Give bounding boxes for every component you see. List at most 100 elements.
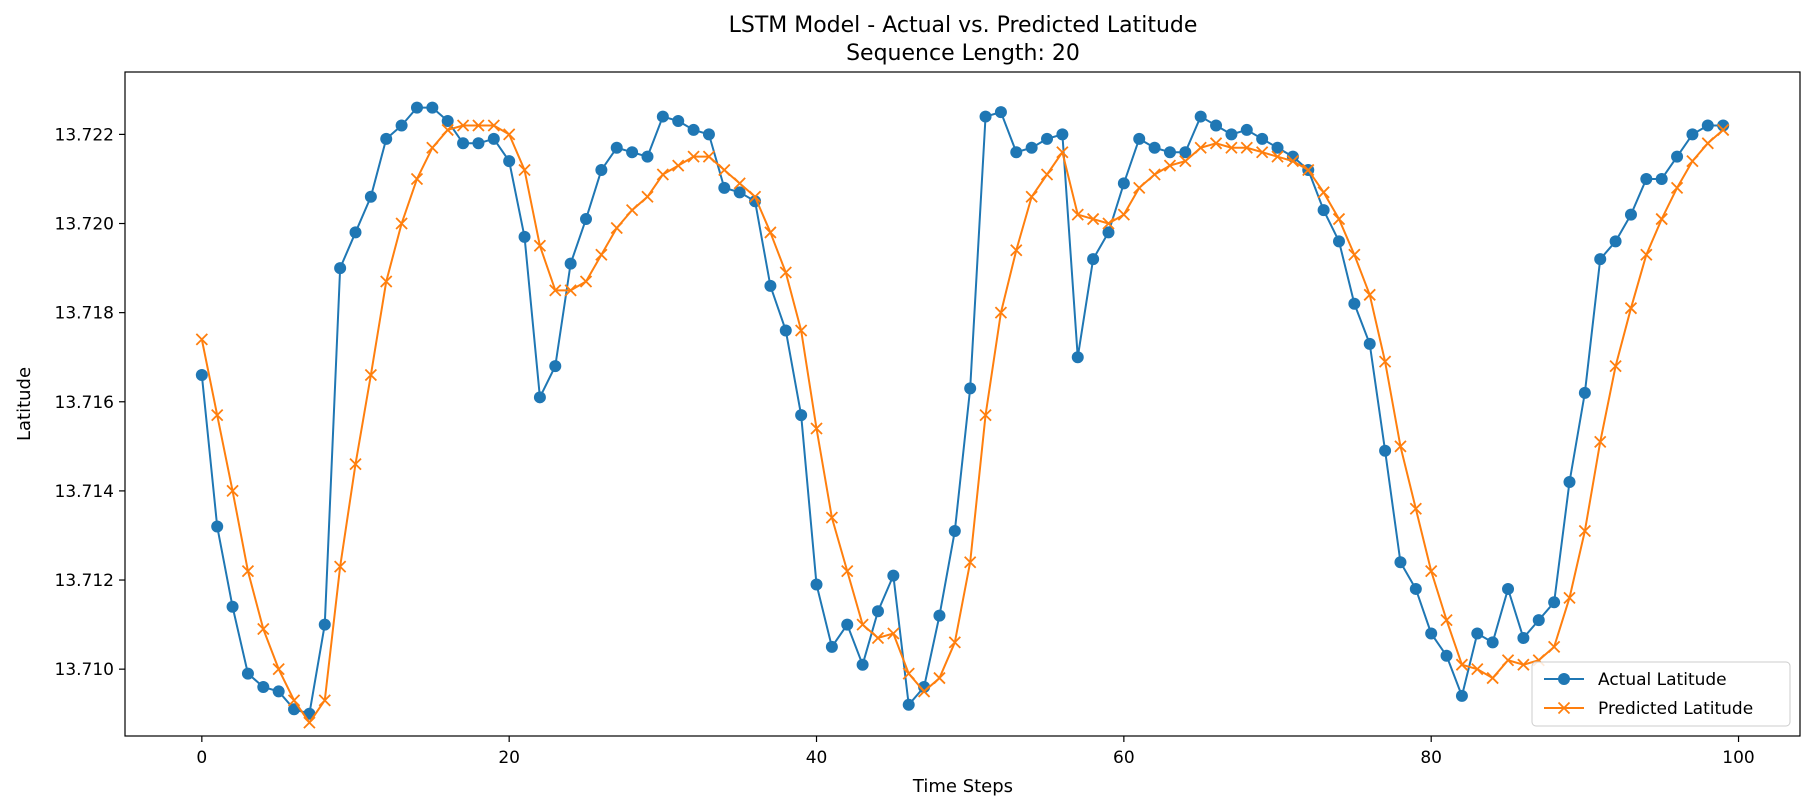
series-layer — [195, 101, 1730, 729]
data-point-predicted — [948, 636, 961, 649]
data-point-predicted — [1240, 141, 1253, 154]
data-point-actual — [549, 360, 562, 373]
data-point-actual — [241, 667, 254, 680]
data-point-predicted — [1394, 440, 1407, 453]
data-point-predicted — [1010, 244, 1023, 257]
data-point-actual — [457, 137, 470, 150]
y-tick-label: 13.716 — [55, 393, 114, 413]
data-point-predicted — [1717, 123, 1730, 137]
data-point-actual — [1425, 627, 1438, 640]
data-point-actual — [1471, 627, 1484, 640]
data-point-predicted — [334, 560, 347, 573]
data-point-actual — [410, 101, 423, 114]
data-point-actual — [1087, 253, 1100, 266]
data-point-predicted — [426, 141, 439, 154]
data-point-actual — [1194, 110, 1207, 123]
data-point-actual — [1225, 128, 1238, 141]
data-point-predicted — [1148, 168, 1161, 181]
data-point-predicted — [779, 266, 792, 279]
data-point-predicted — [687, 150, 700, 163]
data-point-actual — [718, 181, 731, 194]
data-point-actual — [1609, 235, 1622, 248]
x-tick-label: 80 — [1420, 748, 1442, 768]
data-point-predicted — [610, 221, 623, 235]
data-point-predicted — [1056, 146, 1069, 159]
data-point-predicted — [564, 284, 577, 297]
data-point-actual — [257, 680, 270, 693]
data-point-actual — [795, 409, 808, 422]
data-point-actual — [1332, 235, 1345, 248]
data-point-predicted — [518, 163, 531, 177]
data-point-predicted — [748, 190, 762, 203]
data-point-actual — [1317, 204, 1330, 217]
data-point-predicted — [994, 306, 1008, 319]
data-point-predicted — [1640, 248, 1653, 261]
data-point-predicted — [272, 663, 285, 676]
y-axis-ticks: 13.710 13.712 13.714 13.716 13.718 13.720 13.7… — [55, 125, 125, 680]
data-point-actual — [518, 230, 531, 243]
data-point-predicted — [841, 564, 854, 578]
data-point-predicted — [1163, 159, 1177, 172]
data-point-actual — [1409, 582, 1422, 595]
data-point-predicted — [1256, 146, 1269, 159]
data-point-actual — [395, 119, 408, 132]
data-point-actual — [1240, 123, 1253, 136]
data-point-actual — [1348, 297, 1361, 310]
y-tick-label: 13.720 — [55, 215, 114, 235]
y-tick-label: 13.714 — [55, 482, 114, 502]
data-point-predicted — [472, 119, 485, 132]
data-point-predicted — [733, 177, 746, 190]
legend-marker-actual — [1558, 673, 1570, 685]
data-point-predicted — [1455, 658, 1469, 671]
data-point-predicted — [672, 159, 685, 172]
data-point-actual — [580, 213, 593, 226]
data-point-predicted — [1117, 208, 1130, 221]
data-point-predicted — [349, 458, 362, 471]
data-point-predicted — [1624, 302, 1638, 315]
data-point-predicted — [1086, 212, 1100, 226]
data-point-predicted — [456, 119, 470, 132]
data-point-actual — [349, 226, 362, 239]
data-point-actual — [933, 609, 946, 622]
data-point-actual — [687, 123, 700, 136]
data-point-predicted — [318, 694, 331, 707]
data-point-actual — [334, 262, 347, 275]
data-point-actual — [948, 525, 961, 538]
plot-area — [125, 72, 1800, 736]
data-point-actual — [380, 132, 393, 145]
data-point-actual — [211, 520, 224, 533]
data-point-actual — [533, 391, 546, 404]
data-point-actual — [1548, 596, 1561, 609]
data-point-predicted — [1317, 186, 1330, 199]
data-point-predicted — [1194, 141, 1207, 154]
data-point-actual — [1271, 141, 1284, 154]
data-point-predicted — [810, 422, 823, 435]
data-point-predicted — [1609, 359, 1622, 373]
data-point-predicted — [1425, 564, 1438, 578]
data-point-actual — [1256, 132, 1269, 145]
data-point-predicted — [1440, 613, 1453, 627]
data-point-actual — [1133, 132, 1146, 145]
data-point-actual — [272, 685, 285, 698]
data-point-actual — [226, 600, 239, 613]
data-point-predicted — [410, 172, 424, 186]
data-point-predicted — [718, 163, 731, 177]
data-point-actual — [1041, 132, 1054, 145]
y-tick-label: 13.722 — [55, 125, 114, 145]
data-point-predicted — [1686, 154, 1699, 168]
x-tick-label: 20 — [498, 748, 520, 768]
data-point-predicted — [825, 511, 839, 524]
x-tick-label: 100 — [1722, 748, 1754, 768]
data-point-actual — [1532, 614, 1545, 627]
data-point-actual — [472, 137, 485, 150]
data-point-actual — [733, 186, 746, 199]
data-point-predicted — [979, 409, 992, 422]
data-point-predicted — [1071, 208, 1084, 221]
data-point-actual — [702, 128, 715, 141]
data-point-predicted — [549, 284, 562, 297]
data-point-predicted — [195, 333, 208, 346]
data-point-predicted — [1501, 654, 1515, 667]
plot-frame — [124, 71, 1801, 737]
data-point-predicted — [702, 150, 716, 163]
